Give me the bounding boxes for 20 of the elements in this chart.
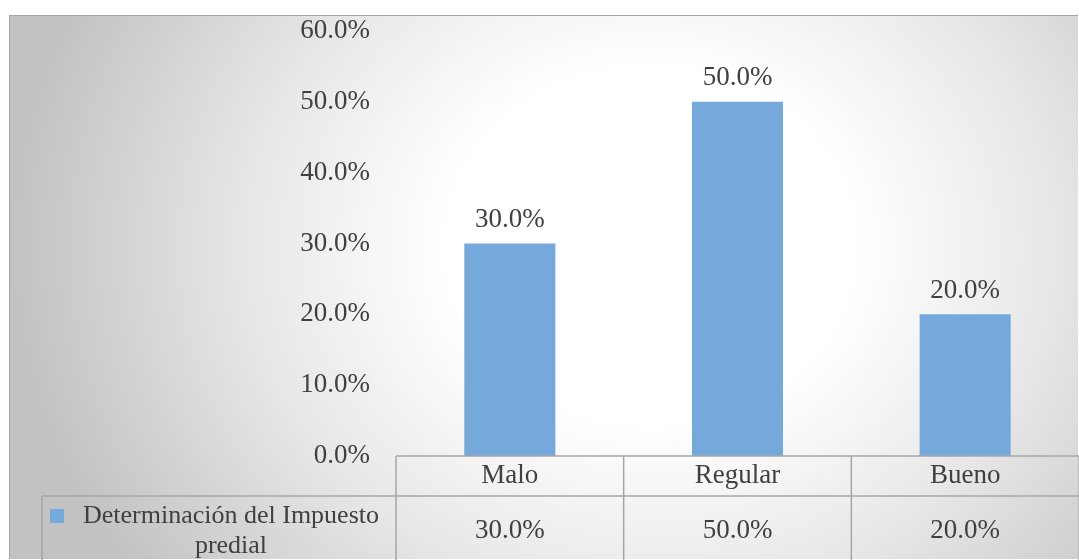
y-tick-label: 30.0%	[300, 226, 370, 257]
y-tick-label: 50.0%	[300, 84, 370, 115]
y-tick-label: 40.0%	[300, 155, 370, 186]
y-tick-label: 60.0%	[300, 14, 370, 45]
bar	[691, 101, 784, 456]
text: 30.0%	[474, 203, 545, 234]
x-tick-label: Malo	[481, 459, 539, 490]
y-tick-label: 20.0%	[300, 297, 370, 328]
data-label: 50.0%	[702, 514, 773, 545]
y-tick-label: 0.0%	[313, 439, 370, 470]
text: 20.0%	[930, 273, 1001, 304]
data-label: 30.0%	[474, 514, 545, 545]
bar	[464, 243, 556, 456]
y-tick-label: 10.0%	[300, 368, 370, 399]
x-tick-label: Regular	[694, 459, 781, 490]
text: 50.0%	[702, 61, 773, 92]
bar	[919, 314, 1011, 456]
legend-label: Determinación del Impuesto predial	[82, 499, 380, 559]
x-tick-label: Bueno	[929, 459, 1001, 490]
data-label: 20.0%	[930, 514, 1001, 545]
